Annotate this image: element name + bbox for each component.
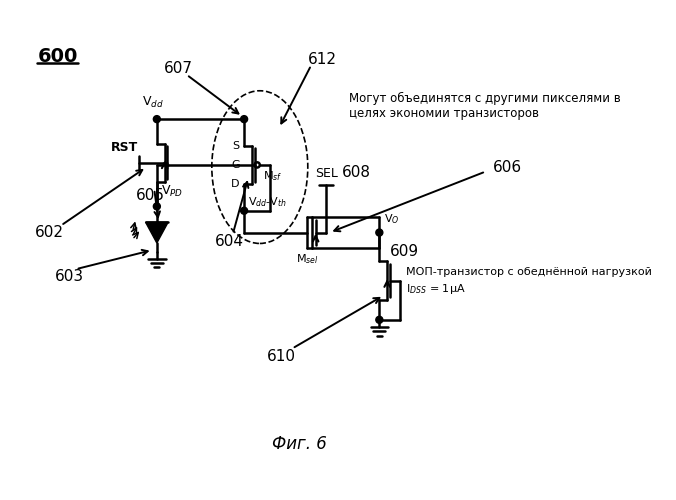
Text: 600: 600	[37, 47, 78, 66]
Circle shape	[153, 203, 160, 210]
Text: G: G	[231, 160, 240, 170]
Text: 610: 610	[267, 349, 296, 364]
Text: МОП-транзистор с обеднённой нагрузкой: МОП-транзистор с обеднённой нагрузкой	[406, 267, 652, 277]
Text: M$_{sf}$: M$_{sf}$	[263, 170, 283, 183]
Text: 607: 607	[164, 61, 193, 76]
Text: Фиг. 6: Фиг. 6	[272, 434, 327, 452]
Circle shape	[241, 116, 247, 122]
Text: V$_{dd}$: V$_{dd}$	[143, 96, 164, 110]
Text: V$_{dd}$-V$_{th}$: V$_{dd}$-V$_{th}$	[249, 195, 287, 209]
Circle shape	[153, 116, 160, 122]
Circle shape	[241, 207, 247, 214]
Text: 609: 609	[390, 244, 419, 259]
Text: 612: 612	[308, 52, 337, 68]
Text: D: D	[231, 179, 240, 189]
Text: 608: 608	[342, 165, 371, 180]
Text: 604: 604	[215, 234, 244, 249]
Circle shape	[376, 229, 383, 236]
Text: V$_{PD}$: V$_{PD}$	[161, 184, 183, 200]
Text: 602: 602	[35, 225, 64, 240]
Text: I$_{DSS}$ = 1μA: I$_{DSS}$ = 1μA	[406, 282, 465, 296]
Text: 603: 603	[55, 268, 84, 283]
Text: V$_O$: V$_O$	[384, 212, 400, 226]
Text: SEL: SEL	[314, 167, 337, 180]
Polygon shape	[145, 222, 168, 243]
Text: Могут объединятся с другими пикселями в
целях экономии транзисторов: Могут объединятся с другими пикселями в …	[349, 92, 621, 120]
Circle shape	[376, 316, 383, 324]
Text: M$_{sel}$: M$_{sel}$	[297, 252, 319, 266]
Text: RST: RST	[110, 141, 138, 154]
Text: 605: 605	[137, 188, 165, 202]
Text: S: S	[233, 140, 240, 150]
Text: 606: 606	[493, 160, 522, 174]
